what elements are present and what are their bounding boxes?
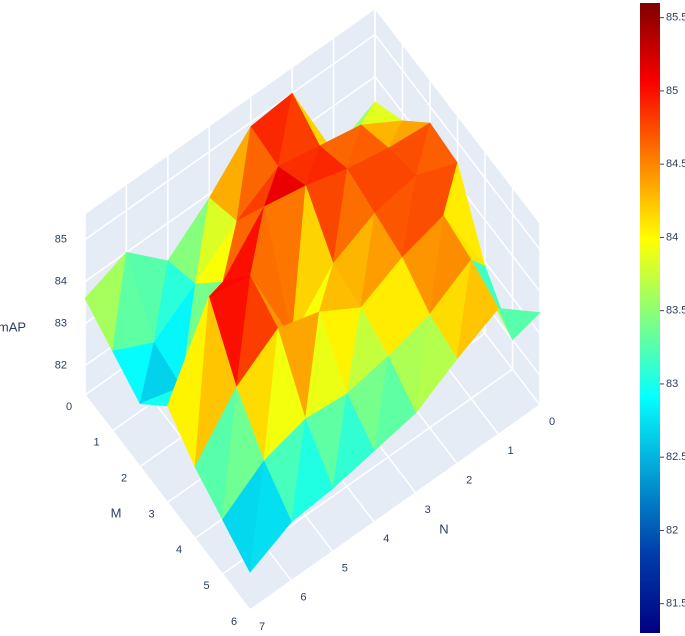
colorbar-tick-label: 84 [666, 231, 678, 243]
z-axis-title: mAP [0, 319, 26, 334]
y-tick-label: 4 [383, 533, 389, 545]
y-tick-label: 5 [342, 562, 348, 574]
y-axis-title: N [439, 521, 448, 536]
y-tick-label: 2 [466, 474, 472, 486]
z-tick-label: 84 [55, 276, 67, 288]
colorbar-tick-label: 83 [666, 378, 678, 390]
z-tick-label: 82 [55, 360, 67, 372]
surface-patch [415, 314, 458, 414]
x-tick-label: 6 [231, 616, 237, 628]
grid-line [84, 394, 251, 611]
y-tick-label: 7 [259, 621, 265, 633]
colorbar-tick-label: 84.5 [666, 158, 685, 170]
x-axis-title: M [111, 505, 122, 520]
x-tick-label: 1 [93, 437, 99, 449]
colorbar-tick-label: 85.5 [666, 12, 685, 24]
x-tick-label: 0 [66, 401, 72, 413]
y-tick-label: 1 [508, 445, 514, 457]
colorbar-tick-label: 82.5 [666, 451, 685, 463]
surface-patch [373, 355, 417, 452]
surface-patch [332, 393, 375, 489]
colorbar-tick-label: 85 [666, 85, 678, 97]
colorbar-tick-label: 83.5 [666, 305, 685, 317]
grid-line [249, 404, 541, 611]
grid-line [374, 34, 541, 251]
z-tick-label: 83 [55, 318, 67, 330]
x-tick-label: 4 [176, 544, 182, 556]
colorbar [640, 3, 660, 633]
x-tick-label: 2 [121, 473, 127, 485]
surface-patch [498, 307, 541, 341]
surface-patch [249, 460, 292, 573]
grid-line [84, 33, 376, 241]
colorbar-tick-label: 81.5 [666, 598, 685, 610]
y-tick-label: 6 [300, 592, 306, 604]
colorbar-tick-label: 82 [666, 524, 678, 536]
x-tick-label: 5 [203, 580, 209, 592]
surface-patch [456, 259, 499, 359]
z-tick-label: 85 [55, 234, 67, 246]
y-tick-label: 3 [425, 504, 431, 516]
surface-patch [291, 418, 334, 523]
x-tick-label: 3 [148, 508, 154, 520]
y-tick-label: 0 [549, 416, 555, 428]
